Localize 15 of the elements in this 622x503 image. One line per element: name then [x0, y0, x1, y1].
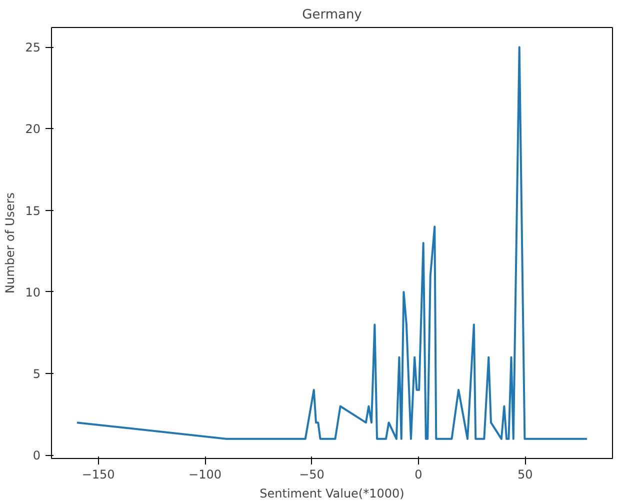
y-tick-label: 20	[25, 122, 41, 136]
chart-title: Germany	[302, 8, 362, 22]
x-tick-label: −100	[188, 468, 222, 482]
y-axis-title: Number of Users	[3, 192, 18, 294]
y-tick-label: 0	[32, 448, 41, 463]
x-tick-label: −50	[299, 468, 324, 482]
y-tick-label: 25	[25, 40, 41, 55]
y-tick-label: 15	[25, 204, 41, 218]
x-tick-label: 0	[414, 468, 422, 482]
x-axis-title: Sentiment Value(*1000)	[260, 486, 404, 500]
x-tick-label: −150	[82, 468, 115, 482]
line-series	[76, 46, 588, 440]
y-tick-label: 5	[32, 367, 41, 382]
y-tick-label: 10	[25, 285, 41, 300]
x-tick-label: 50	[517, 468, 533, 482]
